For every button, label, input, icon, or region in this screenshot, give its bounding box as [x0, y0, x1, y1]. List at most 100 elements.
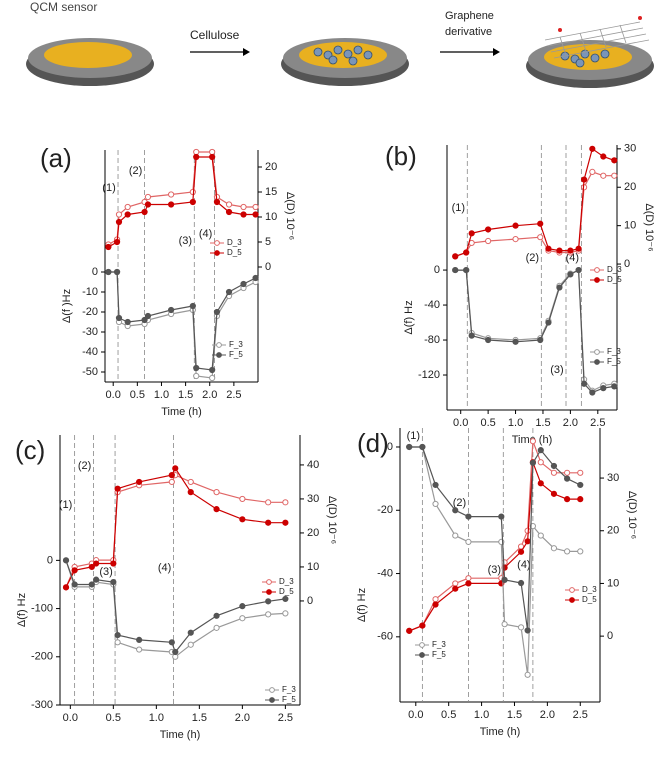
legend-marker — [269, 697, 275, 703]
data-point — [452, 266, 459, 274]
y2-axis-label: Δ(D) 10⁻⁶ — [326, 496, 338, 544]
data-point — [452, 580, 459, 587]
data-point — [240, 203, 247, 211]
legend-label: D_5 — [607, 275, 622, 284]
event-label: (3) — [99, 566, 112, 578]
data-point — [564, 475, 571, 482]
y2-tick-label: 10 — [265, 211, 277, 223]
data-point — [189, 198, 196, 206]
data-point — [452, 253, 459, 260]
event-label: (2) — [526, 252, 539, 264]
data-point — [193, 153, 200, 161]
data-point — [432, 601, 439, 608]
x-tick-label: 1.0 — [508, 417, 523, 429]
x-tick-label: 2.5 — [590, 417, 605, 429]
data-point — [550, 490, 558, 497]
x-tick-label: 1.0 — [474, 709, 489, 721]
y2-tick-label: 20 — [265, 161, 277, 173]
y-axis-label: Δ(f) Hz — [16, 593, 28, 627]
functional-group — [558, 28, 562, 32]
y-tick-label: -30 — [82, 326, 98, 338]
data-point — [62, 557, 70, 564]
data-point — [468, 230, 475, 237]
data-point — [225, 201, 233, 208]
chart-panel: (d) 0.0 0.5 1.0 1.5 2.0 2.5 -60 -40 -20 0 0 10 20 30 Ti… — [356, 428, 638, 738]
y-tick-label: -100 — [31, 602, 53, 614]
y-axis-label: Δ(f) Hz — [356, 588, 368, 622]
x-tick-label: 2.0 — [563, 417, 578, 429]
data-point — [577, 469, 584, 476]
legend-marker — [266, 579, 272, 585]
data-point — [172, 648, 179, 656]
data-point — [524, 538, 531, 545]
data-point — [432, 500, 439, 508]
legend-marker — [594, 267, 600, 273]
data-point — [110, 578, 117, 586]
data-point — [529, 438, 536, 445]
data-point — [529, 459, 536, 466]
data-point — [589, 145, 596, 152]
data-point — [252, 274, 259, 282]
data-point — [239, 516, 246, 523]
data-point — [465, 538, 472, 546]
data-point — [168, 478, 175, 486]
data-point — [485, 237, 492, 245]
legend-marker — [569, 597, 575, 603]
event-label: (2) — [129, 165, 142, 177]
legend-marker — [594, 359, 600, 365]
event-label: (4) — [199, 228, 212, 240]
schematic: QCM sensor Cellulose Graphene derivative — [26, 0, 654, 88]
chart-panel: (a) 0.0 0.5 1.0 1.5 2.0 2.5 -50 -40 -30 -20 -10 0 0 5 1… — [40, 143, 296, 418]
data-point — [468, 332, 475, 339]
y2-tick-label: 20 — [607, 525, 619, 537]
data-point — [589, 168, 596, 175]
legend-marker — [594, 349, 600, 355]
data-point — [168, 639, 175, 646]
data-point — [600, 153, 607, 160]
data-point — [600, 172, 607, 179]
x-tick-label: 0.0 — [106, 389, 121, 401]
data-point — [209, 374, 216, 382]
data-point — [465, 580, 472, 587]
data-point — [463, 266, 470, 274]
x-tick-label: 2.5 — [278, 712, 293, 724]
data-point — [240, 211, 247, 218]
y2-tick-label: 10 — [607, 577, 619, 589]
legend-label: F_3 — [607, 347, 621, 356]
data-point — [113, 238, 121, 246]
data-point — [114, 485, 121, 492]
gold-electrode — [299, 42, 387, 68]
event-label: (1) — [407, 430, 420, 442]
x-tick-label: 0.0 — [408, 709, 423, 721]
y-tick-label: -80 — [424, 334, 440, 346]
data-point — [550, 462, 558, 470]
data-point — [537, 459, 544, 466]
legend-label: D_5 — [582, 595, 597, 604]
data-point — [611, 157, 618, 164]
data-point — [463, 249, 470, 256]
y2-tick-label: 0 — [607, 630, 613, 642]
data-point — [265, 519, 272, 526]
data-point — [265, 499, 272, 506]
data-point — [545, 319, 552, 326]
data-point — [168, 306, 175, 314]
data-point — [564, 496, 571, 503]
data-point — [213, 506, 220, 513]
data-point — [550, 545, 558, 552]
legend-label: F_3 — [432, 640, 446, 649]
data-point — [144, 193, 152, 201]
legend-marker — [216, 352, 222, 358]
legend-marker — [269, 687, 275, 693]
data-point — [512, 338, 519, 345]
data-point — [465, 575, 472, 582]
data-point — [517, 579, 525, 587]
panel-label: (d) — [357, 428, 389, 458]
data-point — [537, 234, 544, 241]
y2-tick-label: 30 — [624, 143, 636, 155]
data-point — [501, 621, 508, 628]
data-point — [115, 218, 123, 226]
data-point — [110, 560, 117, 567]
data-point — [187, 478, 194, 486]
x-tick-label: 0.5 — [480, 417, 495, 429]
